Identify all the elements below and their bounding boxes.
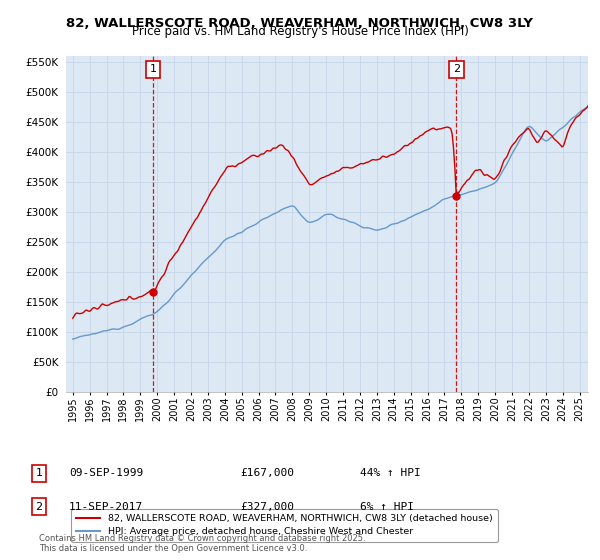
Text: Price paid vs. HM Land Registry's House Price Index (HPI): Price paid vs. HM Land Registry's House … <box>131 25 469 38</box>
Text: 2: 2 <box>35 502 43 512</box>
Text: 09-SEP-1999: 09-SEP-1999 <box>69 468 143 478</box>
Text: Contains HM Land Registry data © Crown copyright and database right 2025.
This d: Contains HM Land Registry data © Crown c… <box>39 534 365 553</box>
Legend: 82, WALLERSCOTE ROAD, WEAVERHAM, NORTHWICH, CW8 3LY (detached house), HPI: Avera: 82, WALLERSCOTE ROAD, WEAVERHAM, NORTHWI… <box>71 508 498 542</box>
Text: 44% ↑ HPI: 44% ↑ HPI <box>360 468 421 478</box>
Text: 2: 2 <box>452 64 460 74</box>
Text: 11-SEP-2017: 11-SEP-2017 <box>69 502 143 512</box>
Text: £167,000: £167,000 <box>240 468 294 478</box>
Text: 6% ↑ HPI: 6% ↑ HPI <box>360 502 414 512</box>
Text: £327,000: £327,000 <box>240 502 294 512</box>
Text: 1: 1 <box>149 64 157 74</box>
Text: 82, WALLERSCOTE ROAD, WEAVERHAM, NORTHWICH, CW8 3LY: 82, WALLERSCOTE ROAD, WEAVERHAM, NORTHWI… <box>67 17 533 30</box>
Text: 1: 1 <box>35 468 43 478</box>
